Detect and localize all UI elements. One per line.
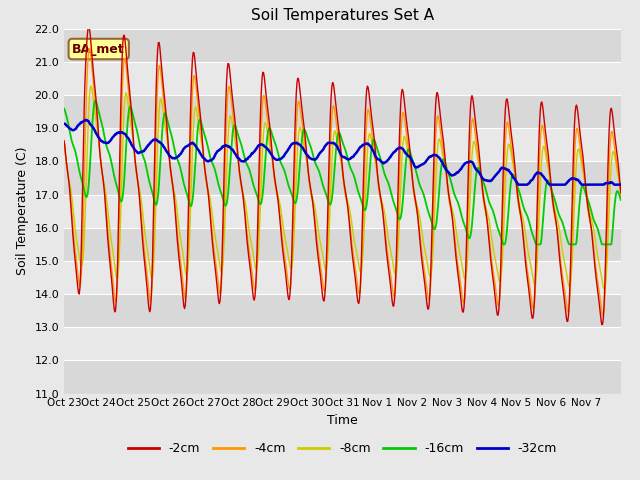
Bar [64,95,621,128]
X-axis label: Time: Time [327,414,358,427]
Title: Soil Temperatures Set A: Soil Temperatures Set A [251,9,434,24]
Bar [64,128,621,161]
Bar [64,194,621,228]
Bar [64,261,621,294]
Bar [64,62,621,95]
Y-axis label: Soil Temperature (C): Soil Temperature (C) [16,147,29,276]
Bar [64,161,621,194]
Legend: -2cm, -4cm, -8cm, -16cm, -32cm: -2cm, -4cm, -8cm, -16cm, -32cm [123,437,562,460]
Bar [64,228,621,261]
Bar [64,327,621,360]
Text: BA_met: BA_met [72,43,125,56]
Bar [64,29,621,62]
Bar [64,360,621,394]
Bar [64,294,621,327]
